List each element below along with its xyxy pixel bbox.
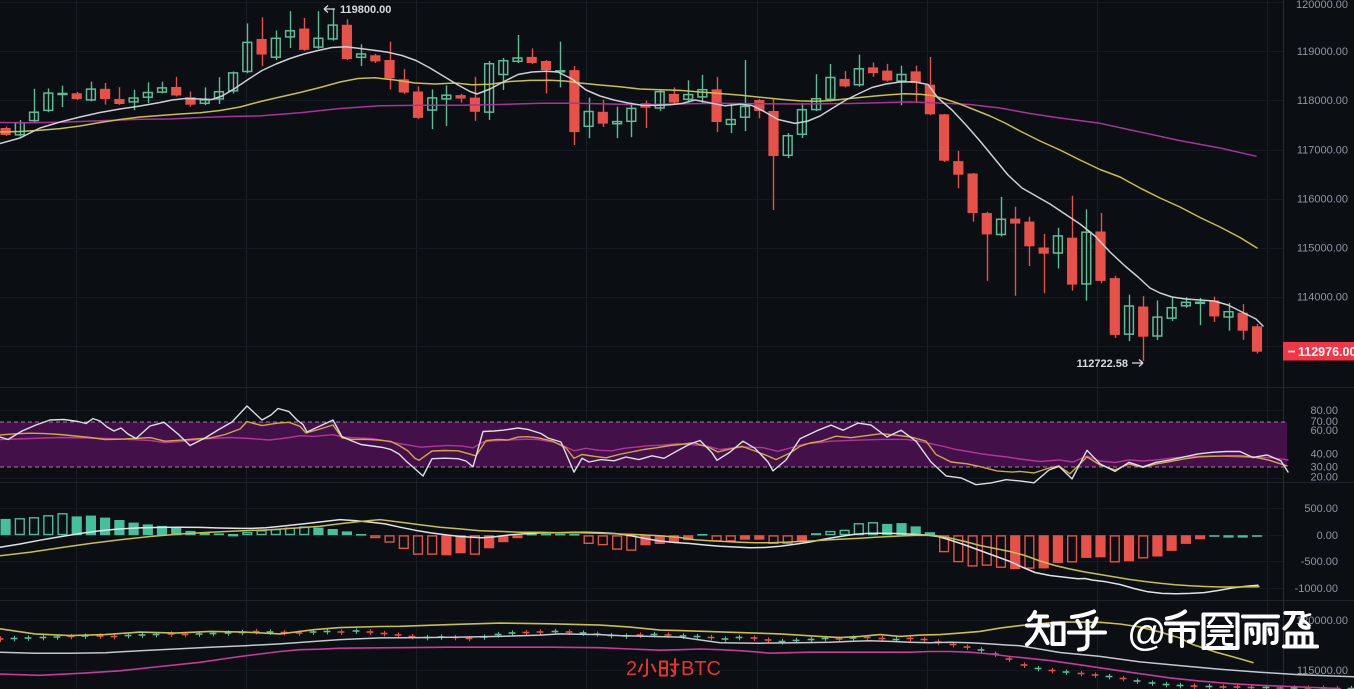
svg-text:40.00: 40.00 [1310,449,1338,461]
svg-text:60.00: 60.00 [1310,425,1338,437]
svg-text:119000.00: 119000.00 [1297,46,1348,58]
svg-text:118000.00: 118000.00 [1297,95,1348,107]
svg-text:0.00: 0.00 [1317,530,1338,542]
svg-text:117000.00: 117000.00 [1297,145,1348,157]
svg-text:115000.00: 115000.00 [1297,243,1348,255]
svg-text:20.00: 20.00 [1310,472,1338,484]
svg-text:70.00: 70.00 [1310,416,1338,428]
svg-text:2: 2 [626,658,637,680]
svg-text:116000.00: 116000.00 [1297,194,1348,206]
svg-text:30.00: 30.00 [1310,462,1338,474]
svg-text:112722.58: 112722.58 [1077,358,1128,370]
svg-text:BTC: BTC [681,658,721,680]
svg-text:115000.00: 115000.00 [1297,665,1348,677]
svg-text:@: @ [1127,612,1167,655]
svg-text:500.00: 500.00 [1304,503,1338,515]
svg-text:120000.00: 120000.00 [1296,0,1348,11]
svg-text:112976.00: 112976.00 [1298,345,1354,359]
svg-text:-500.00: -500.00 [1301,556,1338,568]
svg-text:-1000.00: -1000.00 [1295,583,1338,595]
svg-text:114000.00: 114000.00 [1297,292,1348,304]
svg-text:80.00: 80.00 [1310,405,1338,417]
svg-text:119800.00: 119800.00 [340,4,391,16]
